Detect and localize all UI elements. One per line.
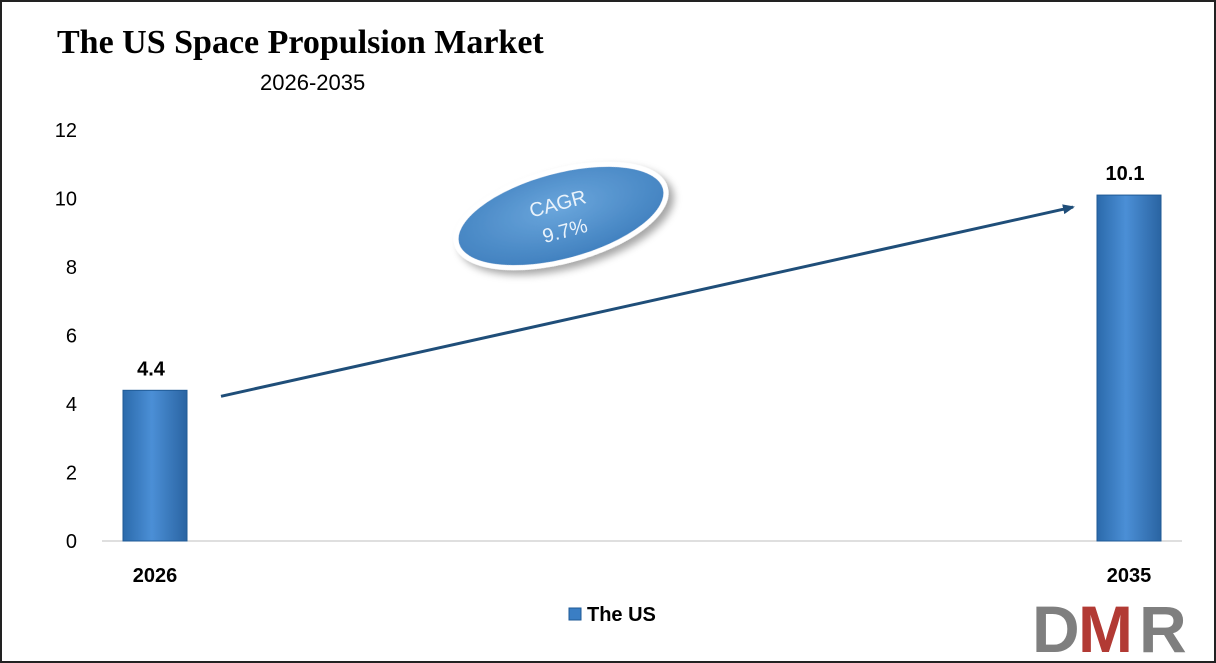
- y-tick-label: 0: [66, 531, 77, 553]
- y-tick-label: 8: [66, 257, 77, 279]
- data-labels-group: 4.4 10.1: [137, 163, 1144, 380]
- logo-letter-r: R: [1139, 592, 1187, 661]
- bar-2035: [1096, 194, 1162, 542]
- data-label-2035: 10.1: [1106, 163, 1145, 185]
- logo-letter-m: M: [1078, 592, 1133, 661]
- x-axis: 2026 2035: [133, 565, 1152, 587]
- cagr-arrow: [220, 204, 1075, 398]
- y-tick-label: 12: [55, 120, 77, 142]
- y-tick-label: 10: [55, 189, 77, 211]
- legend: The US: [568, 604, 656, 626]
- x-tick-label-2026: 2026: [133, 565, 178, 587]
- y-tick-label: 6: [66, 326, 77, 348]
- bars-group: [122, 194, 1162, 542]
- y-tick-label: 4: [66, 394, 77, 416]
- bar-2026: [122, 389, 188, 542]
- legend-swatch: [568, 607, 582, 621]
- cagr-badge: CAGR 9.7%: [453, 161, 669, 271]
- chart-title: The US Space Propulsion Market: [57, 24, 544, 61]
- cagr-ellipse: [453, 161, 669, 271]
- data-label-2026: 4.4: [137, 358, 166, 380]
- logo-letter-d: D: [1032, 592, 1080, 661]
- legend-label: The US: [587, 604, 656, 626]
- dmr-logo: D M R: [1032, 592, 1187, 661]
- x-tick-label-2035: 2035: [1107, 565, 1152, 587]
- y-tick-label: 2: [66, 463, 77, 485]
- chart-subtitle: 2026-2035: [260, 70, 365, 95]
- y-axis: 0 2 4 6 8 10 12: [55, 120, 77, 553]
